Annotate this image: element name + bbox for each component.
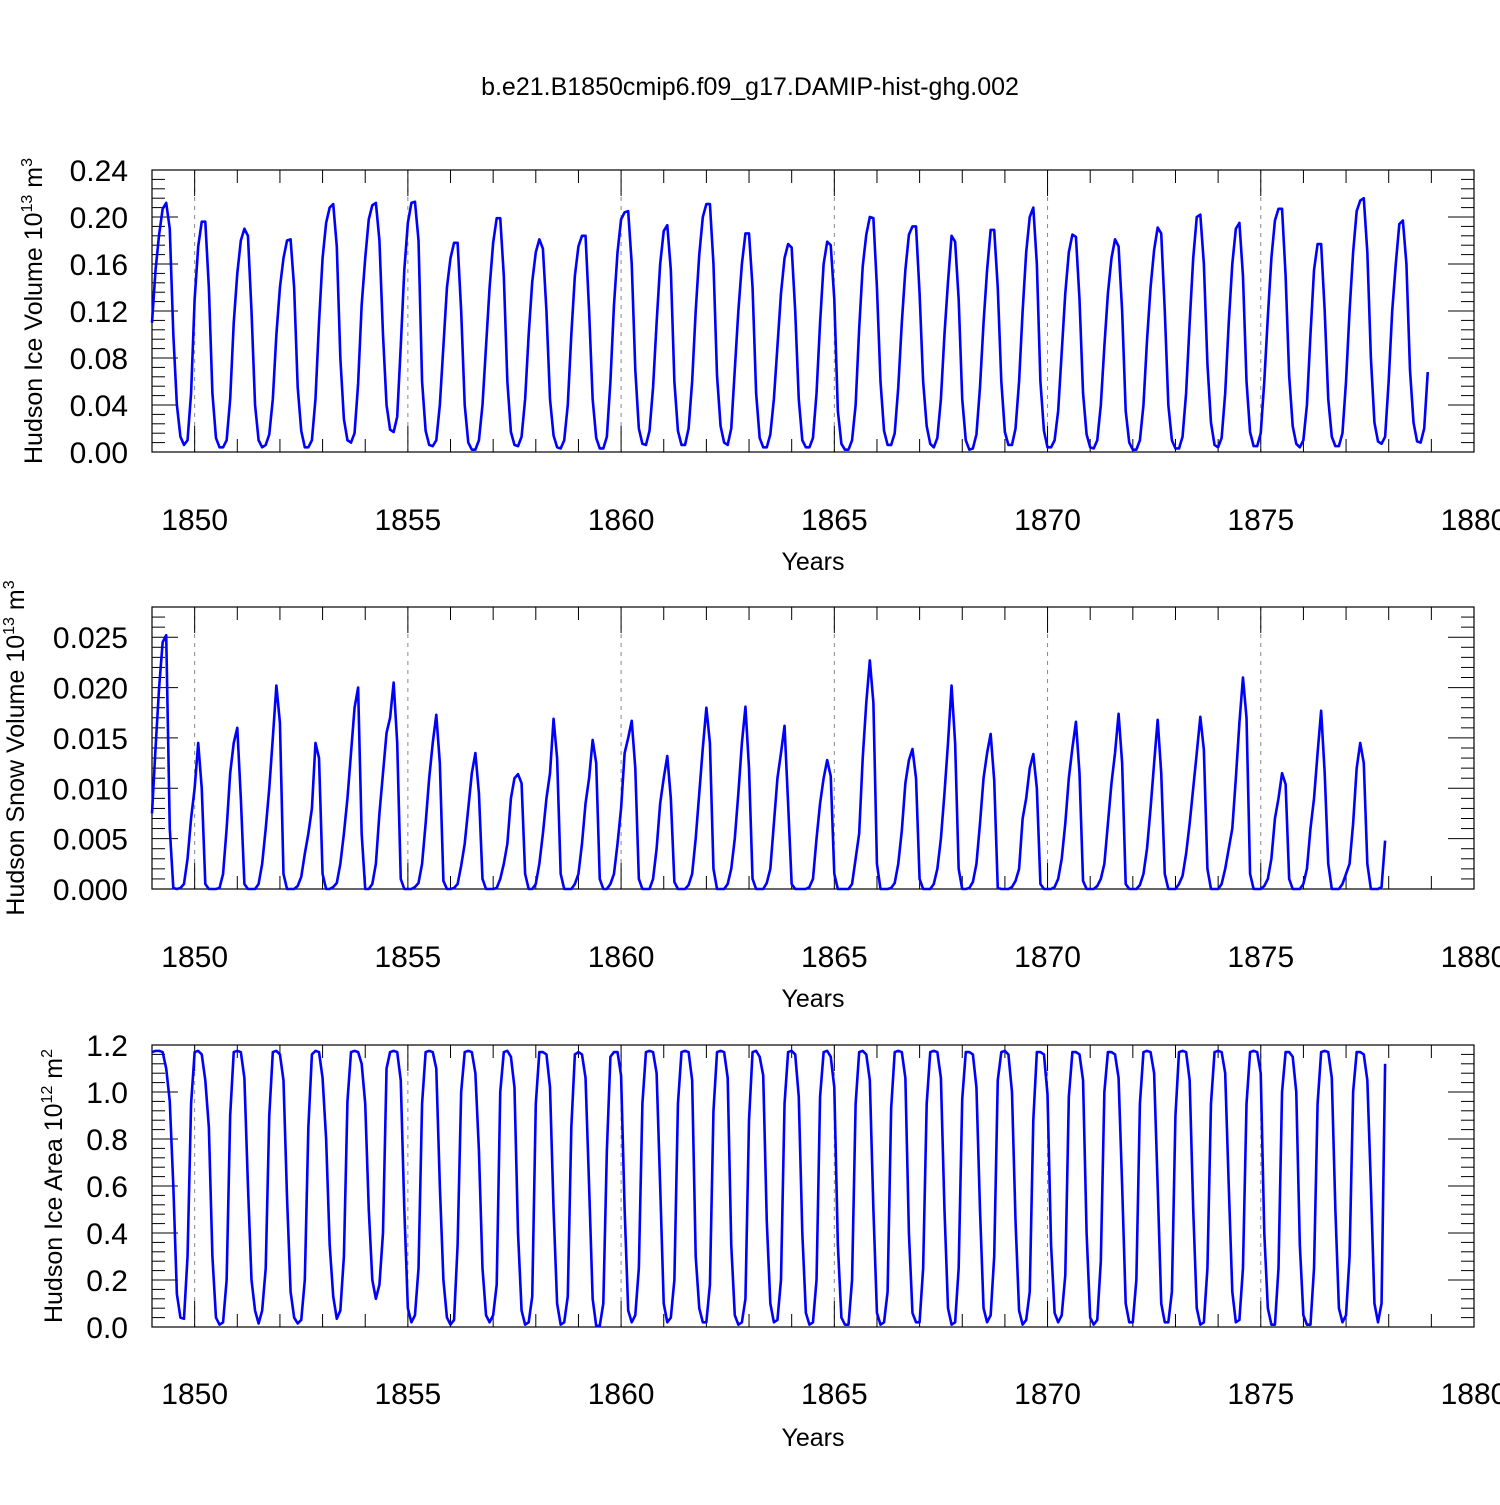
y-tick-label: 0.00 — [70, 437, 128, 470]
y-tick-label: 0.8 — [86, 1124, 128, 1157]
y-tick-label: 0.20 — [70, 202, 128, 235]
y-tick-label: 0.4 — [86, 1218, 128, 1251]
panel-ice-volume: 0.00 0.04 0.08 0.12 0.16 0.20 0.24 1850 1855 1860… — [19, 155, 1500, 576]
x-tick-label: 1860 — [588, 1378, 655, 1411]
x-axis-title: Years — [781, 985, 844, 1013]
x-tick-label: 1875 — [1227, 941, 1294, 974]
x-tick-label: 1850 — [161, 504, 228, 537]
y-axis-title: Hudson Ice Volume 1013 m3 — [19, 158, 48, 464]
panel-snow-volume: 0.000 0.005 0.010 0.015 0.020 0.025 1850 1855 18… — [1, 580, 1500, 1013]
x-tick-label: 1880 — [1441, 1378, 1500, 1411]
x-tick-label: 1865 — [801, 1378, 868, 1411]
figure-title: b.e21.B1850cmip6.f09_g17.DAMIP-hist-ghg.… — [481, 73, 1019, 101]
y-tick-label: 0.020 — [53, 673, 128, 706]
x-tick-label: 1870 — [1014, 941, 1081, 974]
y-tick-label: 0.6 — [86, 1171, 128, 1204]
plot-frame — [151, 1044, 1475, 1328]
x-tick-label: 1880 — [1441, 504, 1500, 537]
x-tick-label: 1850 — [161, 941, 228, 974]
x-tick-label: 1855 — [374, 504, 441, 537]
y-tick-label: 0.24 — [70, 155, 128, 188]
y-tick-label: 0.010 — [53, 773, 128, 806]
y-tick-label: 0.015 — [53, 723, 128, 756]
x-tick-label: 1880 — [1441, 941, 1500, 974]
y-axis-title: Hudson Ice Area 1012 m2 — [39, 1049, 68, 1323]
series-line-snow-volume — [150, 633, 1387, 891]
y-tick-label: 0.2 — [86, 1265, 128, 1298]
x-axis-title: Years — [781, 548, 844, 576]
y-tick-label: 1.0 — [86, 1077, 128, 1110]
y-tick-label: 0.0 — [86, 1312, 128, 1345]
x-tick-label: 1870 — [1014, 504, 1081, 537]
y-tick-label: 0.12 — [70, 296, 128, 329]
y-tick-label: 0.04 — [70, 390, 128, 423]
x-tick-label: 1855 — [374, 941, 441, 974]
x-tick-label: 1875 — [1227, 504, 1294, 537]
x-tick-label: 1860 — [588, 504, 655, 537]
y-tick-label: 0.005 — [53, 824, 128, 857]
y-tick-label: 0.08 — [70, 343, 128, 376]
y-axis-title: Hudson Snow Volume 1013 m3 — [1, 580, 30, 915]
x-tick-label: 1865 — [801, 941, 868, 974]
x-tick-label: 1865 — [801, 504, 868, 537]
x-tick-label: 1860 — [588, 941, 655, 974]
x-tick-label: 1875 — [1227, 1378, 1294, 1411]
y-tick-label: 0.16 — [70, 249, 128, 282]
plot-frame — [151, 169, 1475, 453]
series-line-ice-area — [151, 1049, 1387, 1328]
panel-ice-area: 0.0 0.2 0.4 0.6 0.8 1.0 1.2 1850 1855 1860 1865 187… — [39, 1030, 1500, 1452]
series-line-ice-volume — [150, 196, 1430, 451]
x-tick-label: 1855 — [374, 1378, 441, 1411]
y-tick-label: 0.025 — [53, 622, 128, 655]
x-tick-label: 1850 — [161, 1378, 228, 1411]
x-axis-title: Years — [781, 1424, 844, 1452]
y-tick-label: 1.2 — [86, 1030, 128, 1063]
y-tick-label: 0.000 — [53, 874, 128, 907]
x-tick-label: 1870 — [1014, 1378, 1081, 1411]
